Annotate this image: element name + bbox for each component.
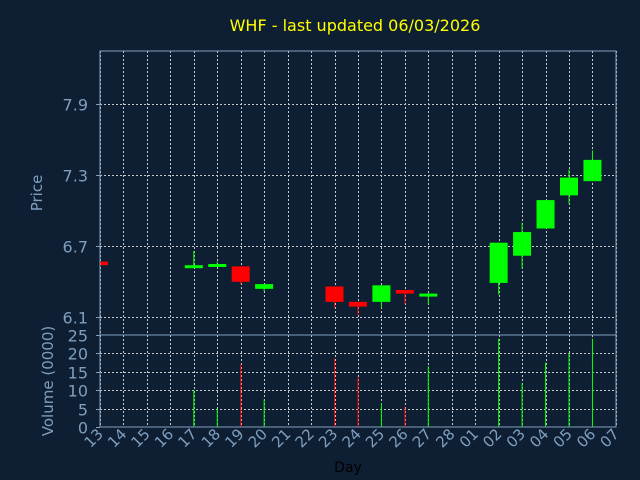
volume-bars (193, 338, 593, 427)
candle-27 (419, 292, 438, 305)
volume-tick-label: 0 (78, 419, 88, 438)
x-tick-labels: 1314151617181920212223242526272801020304… (81, 425, 623, 451)
candle-03 (513, 222, 532, 269)
x-tick-label: 20 (245, 425, 271, 451)
candle-19 (231, 266, 250, 285)
candle-20 (255, 284, 274, 292)
x-tick-label: 07 (596, 425, 622, 451)
x-tick-label: 25 (362, 425, 388, 451)
price-grid (100, 51, 617, 335)
volume-tick-label: 25 (68, 327, 88, 346)
x-tick-label: 16 (151, 425, 177, 451)
volume-tick-label: 20 (68, 345, 88, 364)
x-tick-label: 28 (432, 425, 458, 451)
candle-17 (184, 250, 203, 269)
candle-body (372, 285, 391, 302)
candle-body (419, 293, 438, 297)
price-tick-label: 7.9 (63, 96, 88, 115)
x-tick-label: 14 (104, 425, 130, 451)
price-tick-labels: 6.1 6.7 7.3 7.9 (63, 96, 100, 328)
volume-axis-label: Volume (0000) (39, 326, 57, 436)
candle-26 (395, 290, 414, 305)
volume-tick-label: 15 (68, 364, 88, 383)
candle-body (325, 286, 344, 302)
candle-06 (583, 150, 602, 182)
candle-body (100, 261, 108, 266)
x-tick-label: 19 (221, 425, 247, 451)
candle-body (184, 265, 203, 269)
x-tick-label: 04 (526, 425, 552, 451)
x-tick-label: 05 (550, 425, 576, 451)
candle-body (536, 200, 555, 229)
candle-body (560, 177, 578, 196)
x-tick-label: 22 (292, 425, 318, 451)
price-tick-label: 7.3 (63, 167, 88, 186)
volume-tick-label: 10 (68, 382, 88, 401)
price-axis-label: Price (28, 175, 46, 212)
x-tick-label: 21 (268, 425, 294, 451)
candle-25 (372, 285, 391, 308)
candle-body (489, 242, 508, 283)
candle-05 (560, 169, 578, 204)
x-tick-label: 03 (503, 425, 529, 451)
candle-13 (99, 261, 108, 266)
x-tick-label: 24 (339, 425, 365, 451)
volume-tick-label: 5 (78, 401, 88, 420)
candle-body (231, 266, 250, 282)
x-tick-label: 27 (409, 425, 435, 451)
candle-body (395, 290, 414, 294)
price-tick-label: 6.7 (63, 238, 88, 257)
x-tick-label: 17 (174, 425, 200, 451)
candle-18 (208, 261, 227, 267)
x-tick-label: 02 (479, 425, 505, 451)
candle-23 (325, 286, 344, 308)
price-tick-label: 6.1 (63, 309, 88, 328)
volume-plot-frame (99, 334, 617, 428)
x-tick-label: 06 (573, 425, 599, 451)
chart-title: WHF - last updated 06/03/2026 (230, 16, 481, 35)
x-tick-label: 01 (456, 425, 482, 451)
x-tick-label: 26 (385, 425, 411, 451)
candle-body (348, 301, 367, 307)
candle-body (255, 284, 274, 289)
candle-24 (348, 301, 367, 315)
x-tick-label: 18 (198, 425, 224, 451)
candles (99, 150, 602, 315)
candle-04 (536, 200, 555, 229)
x-tick-label: 23 (315, 425, 341, 451)
candle-body (583, 159, 602, 182)
x-tick-label: 15 (127, 425, 153, 451)
candle-02 (489, 242, 508, 295)
x-axis-label: Day (334, 460, 362, 476)
candle-body (208, 264, 227, 267)
candle-body (513, 232, 532, 256)
